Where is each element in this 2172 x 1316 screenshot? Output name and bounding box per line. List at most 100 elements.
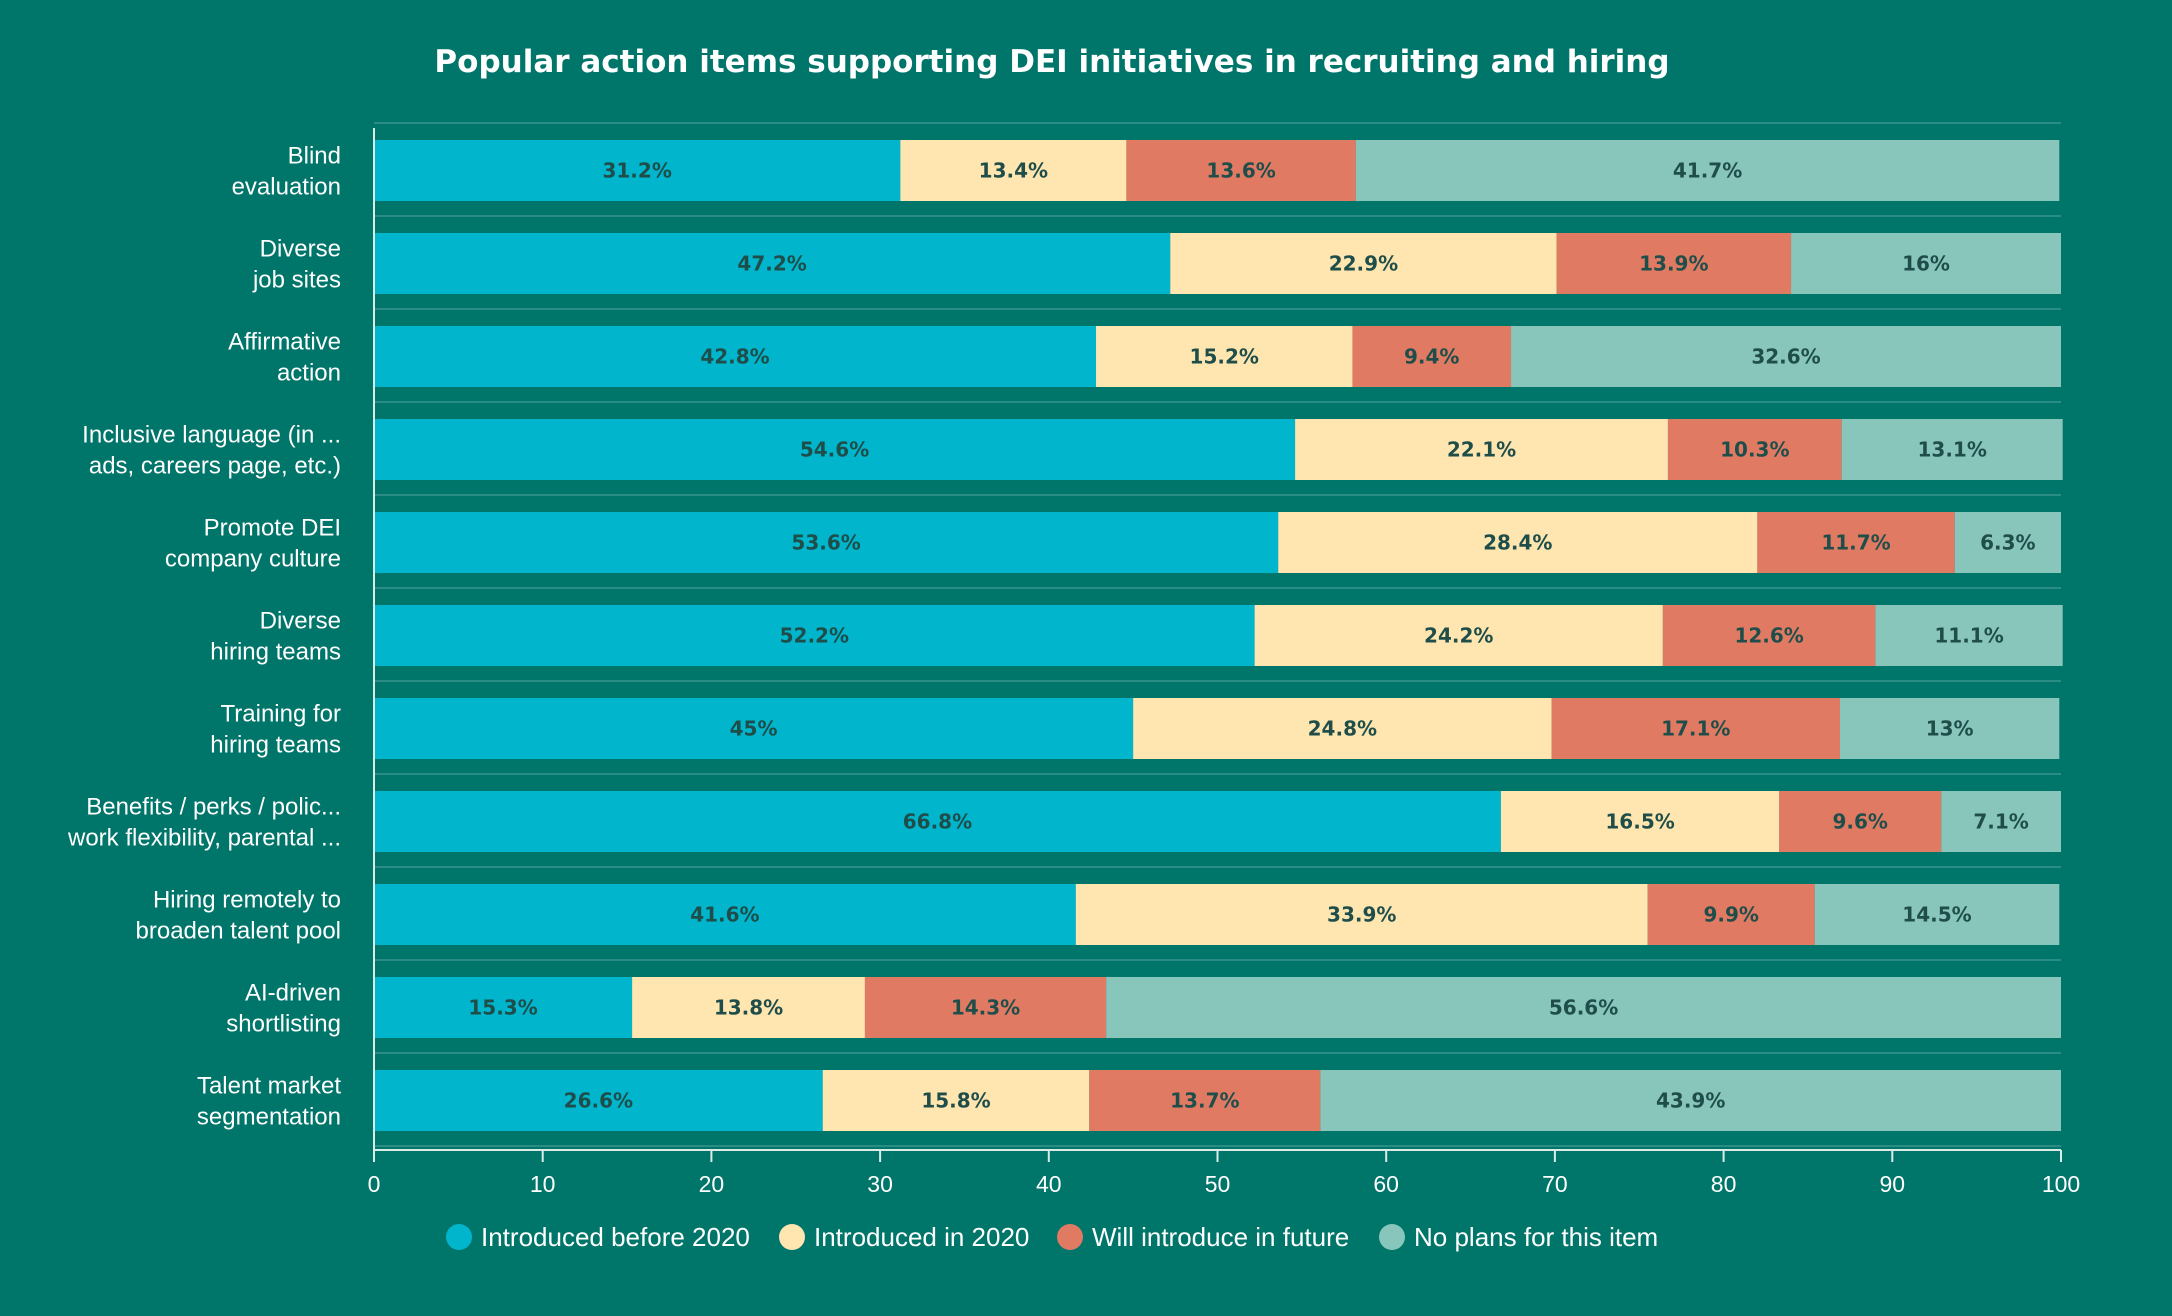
x-tick-label: 50 xyxy=(1205,1171,1231,1197)
bar-segment xyxy=(1556,233,1792,294)
bar-segment xyxy=(374,419,1296,480)
data-label: 11.7% xyxy=(1821,531,1890,555)
x-axis: 0 10 20 30 40 50 60 70 80 90 100 xyxy=(368,128,2080,1197)
bar-segment xyxy=(1662,605,1876,666)
category-label-line: work flexibility, parental ... xyxy=(67,825,341,852)
bar-segment xyxy=(1791,233,2061,294)
x-tick-label: 100 xyxy=(2042,1171,2080,1197)
bar-segment xyxy=(1320,1070,2061,1131)
category-label-line: Affirmative xyxy=(228,329,341,356)
data-label: 13.9% xyxy=(1639,252,1708,276)
data-label: 13.7% xyxy=(1170,1089,1239,1113)
data-label: 24.2% xyxy=(1424,624,1493,648)
category-label: Hiring remotely to broaden talent pool xyxy=(136,887,342,945)
bar-segment xyxy=(1133,698,1552,759)
category-label: Talent market segmentation xyxy=(197,1073,341,1131)
data-label: 53.6% xyxy=(791,531,860,555)
category-label: AI-driven shortlisting xyxy=(226,980,341,1038)
data-label: 10.3% xyxy=(1720,438,1789,462)
category-label-line: Diverse xyxy=(260,236,341,263)
chart-title: Popular action items supporting DEI init… xyxy=(434,44,1669,80)
x-tick-label: 0 xyxy=(368,1171,381,1197)
data-label: 7.1% xyxy=(1973,810,2028,834)
bar-segment xyxy=(374,698,1134,759)
category-label-line: Blind xyxy=(288,143,341,170)
bar-segment xyxy=(374,326,1097,387)
category-label-line: hiring teams xyxy=(210,732,341,759)
bar-segment xyxy=(1841,419,2063,480)
category-label-line: company culture xyxy=(165,546,341,573)
category-label-line: Benefits / perks / polic... xyxy=(86,794,341,821)
bar-segment xyxy=(374,791,1501,852)
data-label: 12.6% xyxy=(1734,624,1803,648)
bar-segment xyxy=(1106,977,2061,1038)
category-label-line: evaluation xyxy=(232,174,341,201)
category-label-line: broaden talent pool xyxy=(136,918,342,945)
category-label: Diverse job sites xyxy=(252,236,341,294)
category-label: Benefits / perks / polic... work flexibil… xyxy=(67,794,341,852)
x-tick-label: 70 xyxy=(1542,1171,1568,1197)
data-label: 45% xyxy=(730,717,778,741)
legend: Introduced before 2020 Introduced in 2020… xyxy=(446,1222,1658,1252)
bar-segment xyxy=(1126,140,1356,201)
bar-segment xyxy=(1954,512,2061,573)
data-label: 16% xyxy=(1902,252,1950,276)
category-label-line: ads, careers page, etc.) xyxy=(89,453,341,480)
data-label: 14.3% xyxy=(951,996,1020,1020)
legend-swatch xyxy=(1379,1224,1405,1250)
bar-segment xyxy=(374,140,901,201)
x-tick-label: 60 xyxy=(1373,1171,1399,1197)
category-label-line: hiring teams xyxy=(210,639,341,666)
bar-segment xyxy=(900,140,1127,201)
x-tick-label: 10 xyxy=(530,1171,556,1197)
bar-segment xyxy=(374,233,1171,294)
category-label: Diverse hiring teams xyxy=(210,608,341,666)
bar-segment xyxy=(1254,605,1663,666)
data-label: 13% xyxy=(1926,717,1974,741)
category-label-line: Inclusive language (in ... xyxy=(82,422,341,449)
bar-segment xyxy=(1096,326,1353,387)
bar-segment xyxy=(1352,326,1512,387)
bar-segment xyxy=(632,977,865,1038)
bar-segment xyxy=(374,605,1255,666)
category-label-line: Diverse xyxy=(260,608,341,635)
data-label: 6.3% xyxy=(1980,531,2035,555)
bar-segment xyxy=(1875,605,2063,666)
data-label: 32.6% xyxy=(1751,345,1820,369)
bar-segment xyxy=(1295,419,1668,480)
x-tick-label: 80 xyxy=(1711,1171,1737,1197)
category-label-line: Talent market xyxy=(197,1073,341,1100)
bar-segment xyxy=(1500,791,1780,852)
bar-segment xyxy=(1814,884,2060,945)
data-label: 22.9% xyxy=(1329,252,1398,276)
legend-swatch xyxy=(779,1224,805,1250)
data-label: 15.3% xyxy=(468,996,537,1020)
legend-label: Introduced before 2020 xyxy=(481,1222,750,1252)
bar-segment xyxy=(1667,419,1842,480)
data-label: 24.8% xyxy=(1308,717,1377,741)
data-label: 26.6% xyxy=(564,1089,633,1113)
data-label: 47.2% xyxy=(737,252,806,276)
category-labels: Blind evaluation Diverse job sites Affirmati… xyxy=(67,143,341,1131)
bar-segment xyxy=(1779,791,1942,852)
data-label: 33.9% xyxy=(1327,903,1396,927)
category-label-line: shortlisting xyxy=(226,1011,341,1038)
bar-segment xyxy=(1840,698,2060,759)
data-label: 17.1% xyxy=(1661,717,1730,741)
data-label: 52.2% xyxy=(780,624,849,648)
bar-segment xyxy=(1075,884,1648,945)
category-label-line: Hiring remotely to xyxy=(153,887,341,914)
bar-segment xyxy=(1941,791,2061,852)
bar-segment xyxy=(822,1070,1090,1131)
category-label-line: Promote DEI xyxy=(204,515,341,542)
category-label-line: AI-driven xyxy=(245,980,341,1007)
data-label: 9.6% xyxy=(1833,810,1888,834)
category-label: Promote DEI company culture xyxy=(165,515,341,573)
data-label: 9.4% xyxy=(1404,345,1459,369)
data-label: 28.4% xyxy=(1483,531,1552,555)
legend-swatch xyxy=(1057,1224,1083,1250)
bar-segment xyxy=(374,512,1279,573)
bar-segment xyxy=(1170,233,1557,294)
bar-segment xyxy=(1511,326,2061,387)
